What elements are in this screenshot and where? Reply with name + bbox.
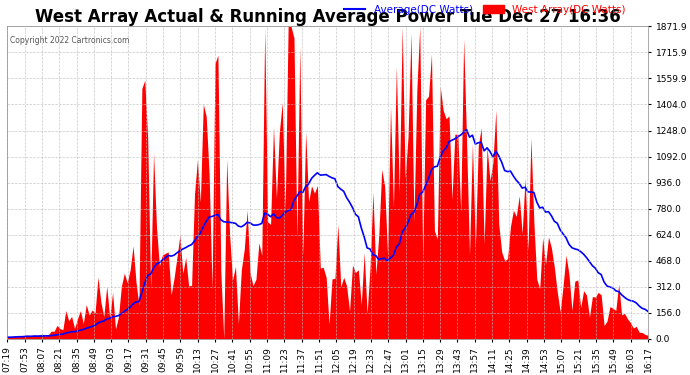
Legend: Average(DC Watts), West Array(DC Watts): Average(DC Watts), West Array(DC Watts) — [340, 0, 630, 19]
Title: West Array Actual & Running Average Power Tue Dec 27 16:36: West Array Actual & Running Average Powe… — [34, 8, 620, 26]
Text: Copyright 2022 Cartronics.com: Copyright 2022 Cartronics.com — [10, 36, 130, 45]
